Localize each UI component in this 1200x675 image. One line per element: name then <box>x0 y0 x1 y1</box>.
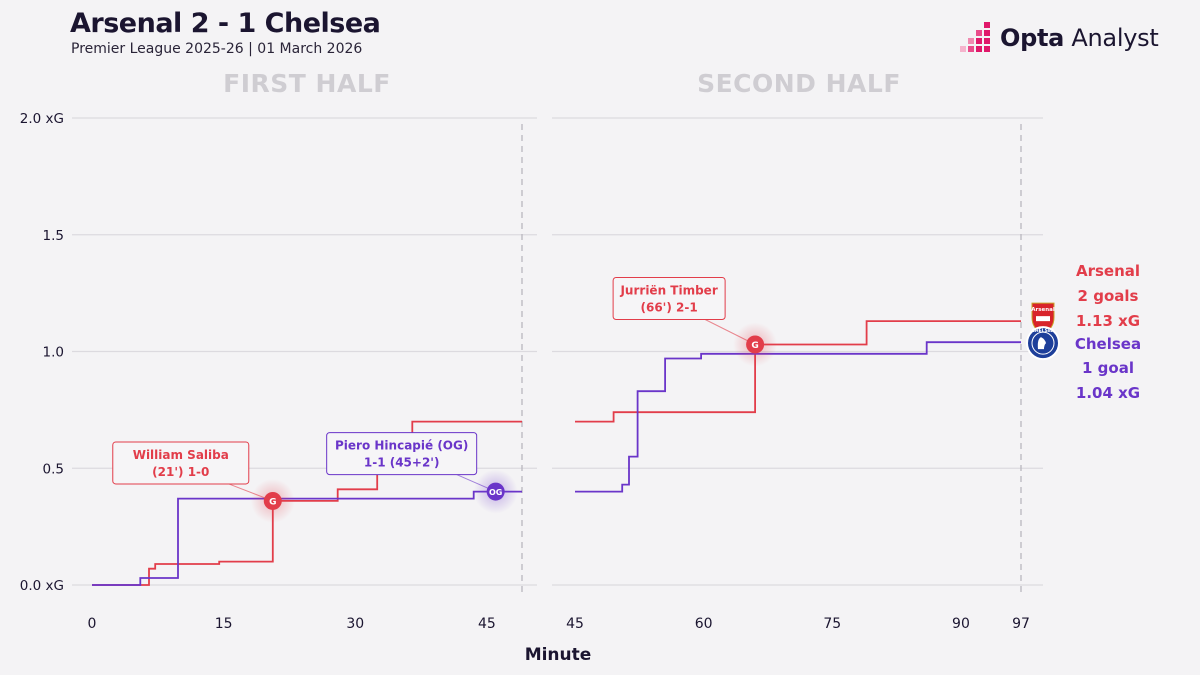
summary-chelsea-team: Chelsea <box>1075 335 1141 353</box>
x-tick-label: 0 <box>88 616 97 632</box>
y-tick-label: 0.0 xG <box>20 578 64 594</box>
y-tick-label: 2.0 xG <box>20 111 64 127</box>
summary-arsenal-xg: 1.13 xG <box>1076 312 1140 330</box>
x-tick-label: 60 <box>695 616 713 632</box>
y-tick-label: 1.0 <box>43 345 64 361</box>
brand-name: Opta Analyst <box>1000 24 1159 52</box>
x-tick-label: 90 <box>952 616 970 632</box>
y-tick-label: 1.5 <box>43 228 64 244</box>
panel-title-1: FIRST HALF <box>223 69 391 98</box>
panel-title-2: SECOND HALF <box>697 69 901 98</box>
match-subtitle: Premier League 2025-26 | 01 March 2026 <box>71 41 363 57</box>
opta-analyst-logo: Opta Analyst <box>958 20 1159 56</box>
summary-arsenal-goals: 2 goals <box>1078 287 1139 305</box>
chelsea-badge-ring <box>1031 331 1055 355</box>
x-tick-label: 45 <box>478 616 496 632</box>
goal-marker-3 <box>746 335 765 354</box>
arsenal-badge-cannon-icon <box>1036 316 1050 322</box>
goal-marker-label: G <box>751 341 758 351</box>
page-title: Arsenal 2 - 1 Chelsea <box>70 8 381 39</box>
goal-scorer-label: Jurriën Timber <box>619 283 717 297</box>
opta-pixel-icon <box>960 22 990 52</box>
goal-marker-label: OG <box>489 488 502 497</box>
x-tick-label: 15 <box>215 616 233 632</box>
chelsea-xg-line-2 <box>575 341 1021 493</box>
chelsea-badge-text: CHELSEA <box>1032 328 1055 334</box>
goal-time-label: (66') 2-1 <box>641 300 698 314</box>
x-tick-label: 97 <box>1012 616 1030 632</box>
summary-chelsea-xg: 1.04 xG <box>1076 384 1140 402</box>
summary-arsenal-team: Arsenal <box>1076 262 1140 280</box>
y-tick-label: 0.5 <box>43 461 64 477</box>
goal-scorer-label: William Saliba <box>133 448 229 462</box>
goal-marker-2 <box>486 482 505 501</box>
arsenal-badge-text: Arsenal <box>1031 307 1055 313</box>
chelsea-xg-line-1 <box>92 490 522 586</box>
goal-time-label: (21') 1-0 <box>152 465 209 479</box>
goal-scorer-label: Piero Hincapié (OG) <box>335 439 468 453</box>
x-axis-label: Minute <box>525 645 592 665</box>
x-tick-label: 30 <box>346 616 364 632</box>
goal-callout-box <box>612 276 726 320</box>
goal-marker-label: G <box>269 497 276 507</box>
goal-time-label: 1-1 (45+2') <box>364 456 440 470</box>
x-tick-label: 75 <box>823 616 841 632</box>
arsenal-xg-line-2 <box>575 320 1021 423</box>
chelsea-lion-icon <box>1037 337 1046 350</box>
goal-callout-box <box>326 432 478 476</box>
summary-chelsea-goals: 1 goal <box>1082 359 1134 377</box>
goal-marker-1 <box>263 491 282 510</box>
goal-callout-box <box>112 441 250 485</box>
x-tick-label: 45 <box>566 616 584 632</box>
